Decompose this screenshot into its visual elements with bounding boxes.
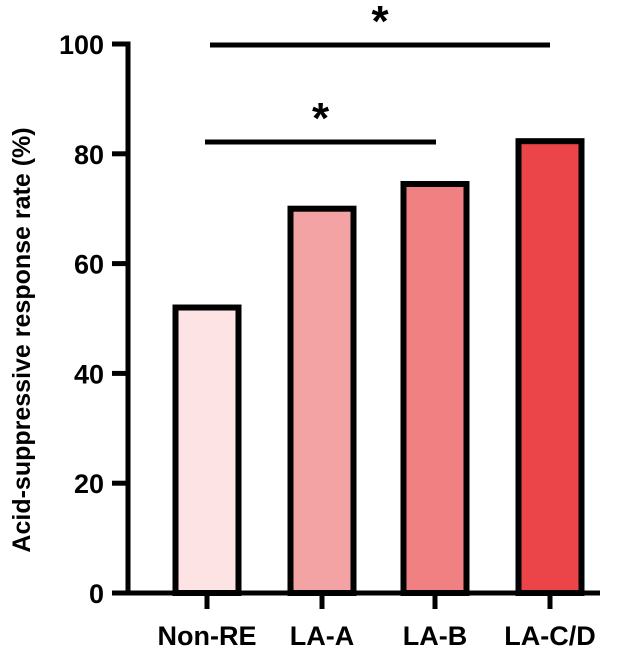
y-axis-title: Acid-suppressive response rate (%) (8, 127, 36, 552)
bar-la-a (287, 205, 357, 596)
y-tick-label: 80 (74, 140, 104, 170)
significance-star: * (312, 94, 330, 143)
bar-non-re (172, 304, 242, 596)
y-ticks: 0 20 40 60 80 100 (59, 30, 128, 609)
y-tick-label: 0 (89, 579, 104, 609)
x-tick-label: LA-C/D (504, 621, 595, 651)
bars (172, 138, 585, 596)
y-tick-label: 100 (59, 30, 104, 60)
significance-star: * (371, 0, 389, 46)
y-tick-label: 60 (74, 250, 104, 280)
x-tick-label: LA-A (290, 621, 354, 651)
y-tick-label: 20 (74, 469, 104, 499)
y-tick-label: 40 (74, 359, 104, 389)
bar-la-c-d (515, 138, 585, 596)
bar-la-b (400, 180, 470, 596)
x-ticks: Non-RE LA-A LA-B LA-C/D (158, 593, 596, 651)
significance-brackets: ** (205, 0, 550, 145)
x-tick-label: LA-B (403, 621, 467, 651)
x-tick-label: Non-RE (158, 621, 257, 651)
